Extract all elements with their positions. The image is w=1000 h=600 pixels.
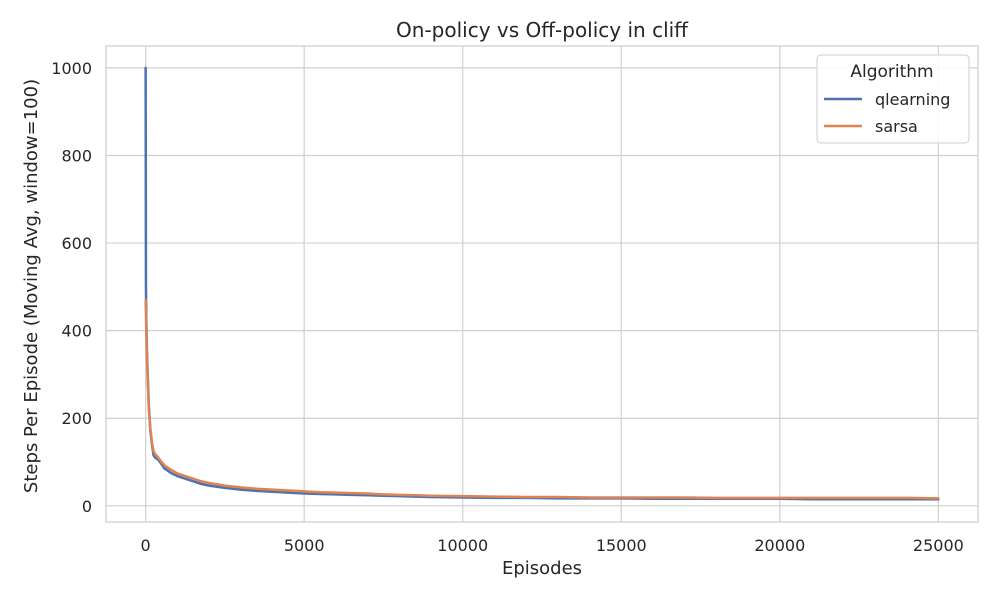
y-tick-label: 800 [61, 146, 92, 165]
x-tick-label: 10000 [437, 536, 488, 555]
y-tick-labels: 0 200 400 600 800 1000 [51, 59, 92, 516]
y-tick-label: 0 [82, 497, 92, 516]
chart-title: On-policy vs Off-policy in cliff [396, 18, 689, 42]
x-tick-label: 25000 [913, 536, 964, 555]
y-tick-label: 1000 [51, 59, 92, 78]
x-tick-label: 20000 [754, 536, 805, 555]
series-layer [144, 66, 940, 501]
series-line-sarsa [144, 298, 940, 500]
x-axis-title: Episodes [502, 558, 582, 579]
y-tick-label: 400 [61, 322, 92, 341]
x-tick-label: 5000 [284, 536, 325, 555]
y-tick-label: 600 [61, 234, 92, 253]
legend: Algorithm qlearning sarsa [816, 54, 970, 144]
y-axis-title: Steps Per Episode (Moving Avg, window=10… [21, 79, 42, 493]
plot-frame [105, 45, 979, 523]
x-tick-label: 0 [141, 536, 151, 555]
x-tick-labels: 0 5000 10000 15000 20000 25000 [141, 536, 964, 555]
x-tick-label: 15000 [596, 536, 647, 555]
legend-label-qlearning: qlearning [875, 90, 950, 109]
y-tick-label: 200 [61, 409, 92, 428]
legend-box [816, 54, 970, 144]
legend-title: Algorithm [850, 62, 933, 82]
legend-label-sarsa: sarsa [875, 117, 918, 136]
grid [106, 46, 978, 522]
